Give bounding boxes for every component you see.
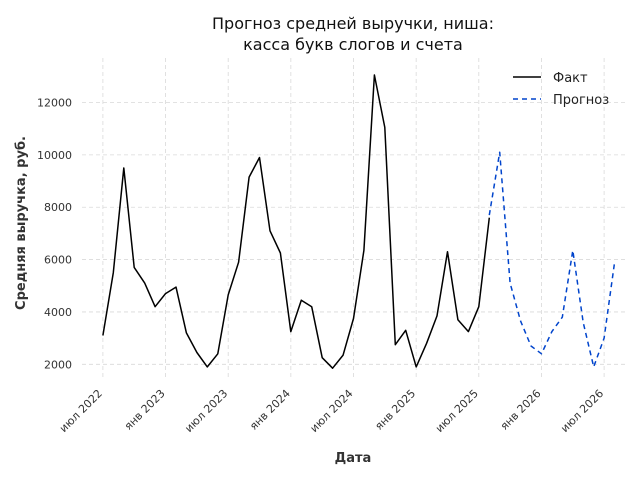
x-tick-label: июл 2025 [433,387,481,435]
chart-title-line-1: Прогноз средней выручки, ниша: [212,14,494,33]
x-tick-label: янв 2023 [122,387,168,433]
x-tick-label: июл 2023 [182,387,230,435]
legend-label-1: Прогноз [553,93,609,108]
x-tick-label: июл 2024 [308,387,356,435]
grid [82,58,625,380]
series-line-0 [102,74,491,369]
y-tick-label: 12000 [37,97,72,110]
y-tick-label: 8000 [44,201,72,214]
y-tick-label: 10000 [37,149,72,162]
x-tick-label: июл 2026 [558,387,606,435]
x-tick-label: июл 2022 [57,387,105,435]
series [102,74,616,369]
x-tick-label: янв 2026 [498,387,544,433]
legend-label-0: Факт [553,71,588,86]
chart-title: Прогноз средней выручки, ниша: касса бук… [212,14,494,54]
chart-title-line-2: касса букв слогов и счета [243,35,463,54]
y-tick-label: 2000 [44,358,72,371]
y-tick-label: 6000 [44,254,72,267]
x-tick-label: янв 2025 [372,387,418,433]
x-axis-label: Дата [335,451,372,466]
y-axis-ticks: 2000 4000 6000 8000 10000 12000 [37,97,72,372]
x-tick-label: янв 2024 [247,387,293,433]
series-line-1 [488,151,616,368]
legend: Факт Прогноз [513,71,609,108]
x-axis-ticks: июл 2022 янв 2023 июл 2023 янв 2024 июл 2024… [57,387,606,435]
y-axis-label: Средняя выручка, руб. [14,136,29,310]
y-tick-label: 4000 [44,306,72,319]
